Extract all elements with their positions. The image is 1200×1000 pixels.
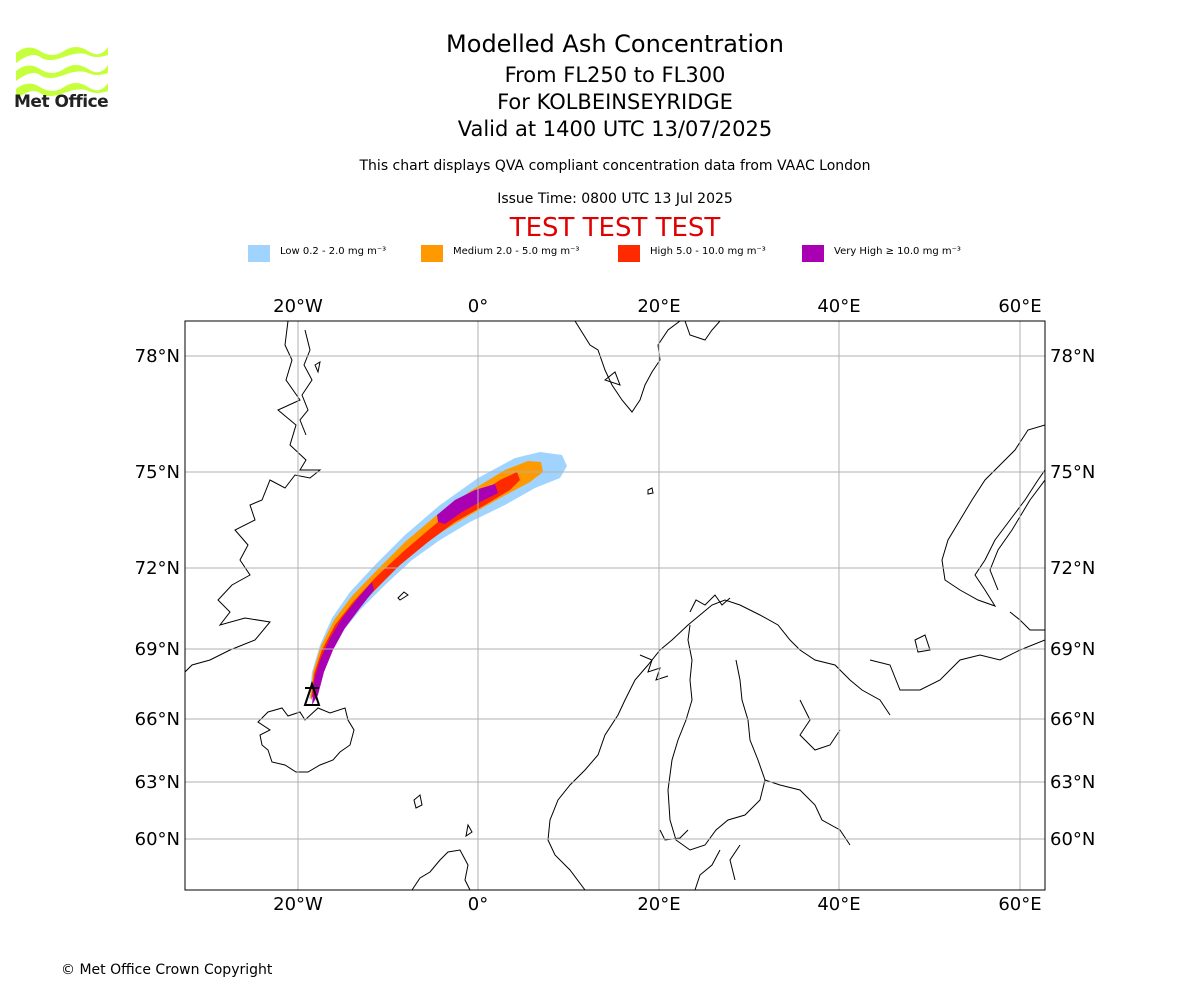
ash-medium [310, 461, 543, 700]
lon-label-bottom-20e: 20°E [637, 894, 680, 915]
lon-label-bottom-40e: 40°E [817, 894, 860, 915]
lat-label-left-78n: 78°N [135, 346, 180, 367]
lat-label-right-69n: 69°N [1050, 639, 1095, 660]
ash-very-high [312, 582, 374, 705]
lat-label-right-60n: 60°N [1050, 829, 1095, 850]
lon-label-top-60e: 60°E [998, 296, 1041, 317]
legend-label-medium: Medium 2.0 - 5.0 mg m⁻³ [453, 246, 580, 257]
lat-label-left-63n: 63°N [135, 772, 180, 793]
flight-levels: From FL250 to FL300 [504, 63, 726, 87]
chart-description: This chart displays QVA compliant concen… [359, 158, 871, 174]
map-background [185, 321, 1045, 890]
coastlines [185, 321, 1045, 890]
lat-label-left-75n: 75°N [135, 462, 180, 483]
legend-swatch-low [248, 245, 270, 262]
met-office-logo-icon [16, 47, 108, 99]
volcano-marker-icon [303, 680, 321, 706]
lon-label-top-0: 0° [468, 296, 488, 317]
ash-very-high-2 [437, 484, 498, 524]
lon-label-bottom-20w: 20°W [273, 894, 323, 915]
issue-time: Issue Time: 0800 UTC 13 Jul 2025 [497, 191, 733, 207]
lat-label-left-69n: 69°N [135, 639, 180, 660]
lon-label-top-20e: 20°E [637, 296, 680, 317]
legend-swatch-high [618, 245, 640, 262]
logo-text: Met Office [14, 92, 109, 112]
lon-label-bottom-0: 0° [468, 894, 488, 915]
chart-title: Modelled Ash Concentration [446, 30, 784, 58]
legend-label-high: High 5.0 - 10.0 mg m⁻³ [650, 246, 766, 257]
lon-label-top-40e: 40°E [817, 296, 860, 317]
valid-time: Valid at 1400 UTC 13/07/2025 [457, 117, 773, 141]
volcano-name: For KOLBEINSEYRIDGE [497, 90, 733, 114]
map-frame [184, 320, 1046, 891]
ash-high [311, 472, 520, 700]
lat-label-right-78n: 78°N [1050, 346, 1095, 367]
lat-label-right-63n: 63°N [1050, 772, 1095, 793]
legend-swatch-very-high [802, 245, 824, 262]
legend-label-very-high: Very High ≥ 10.0 mg m⁻³ [834, 246, 961, 257]
copyright-text: © Met Office Crown Copyright [61, 962, 273, 978]
lat-label-left-72n: 72°N [135, 558, 180, 579]
lon-label-top-20w: 20°W [273, 296, 323, 317]
legend-label-low: Low 0.2 - 2.0 mg m⁻³ [280, 246, 387, 257]
ash-low [309, 452, 567, 700]
test-banner: TEST TEST TEST [509, 213, 721, 243]
lat-label-right-75n: 75°N [1050, 462, 1095, 483]
lat-label-left-60n: 60°N [135, 829, 180, 850]
gridlines [185, 321, 1045, 890]
legend-swatch-medium [421, 245, 443, 262]
lon-label-bottom-60e: 60°E [998, 894, 1041, 915]
lat-label-right-72n: 72°N [1050, 558, 1095, 579]
lat-label-right-66n: 66°N [1050, 709, 1095, 730]
lat-label-left-66n: 66°N [135, 709, 180, 730]
